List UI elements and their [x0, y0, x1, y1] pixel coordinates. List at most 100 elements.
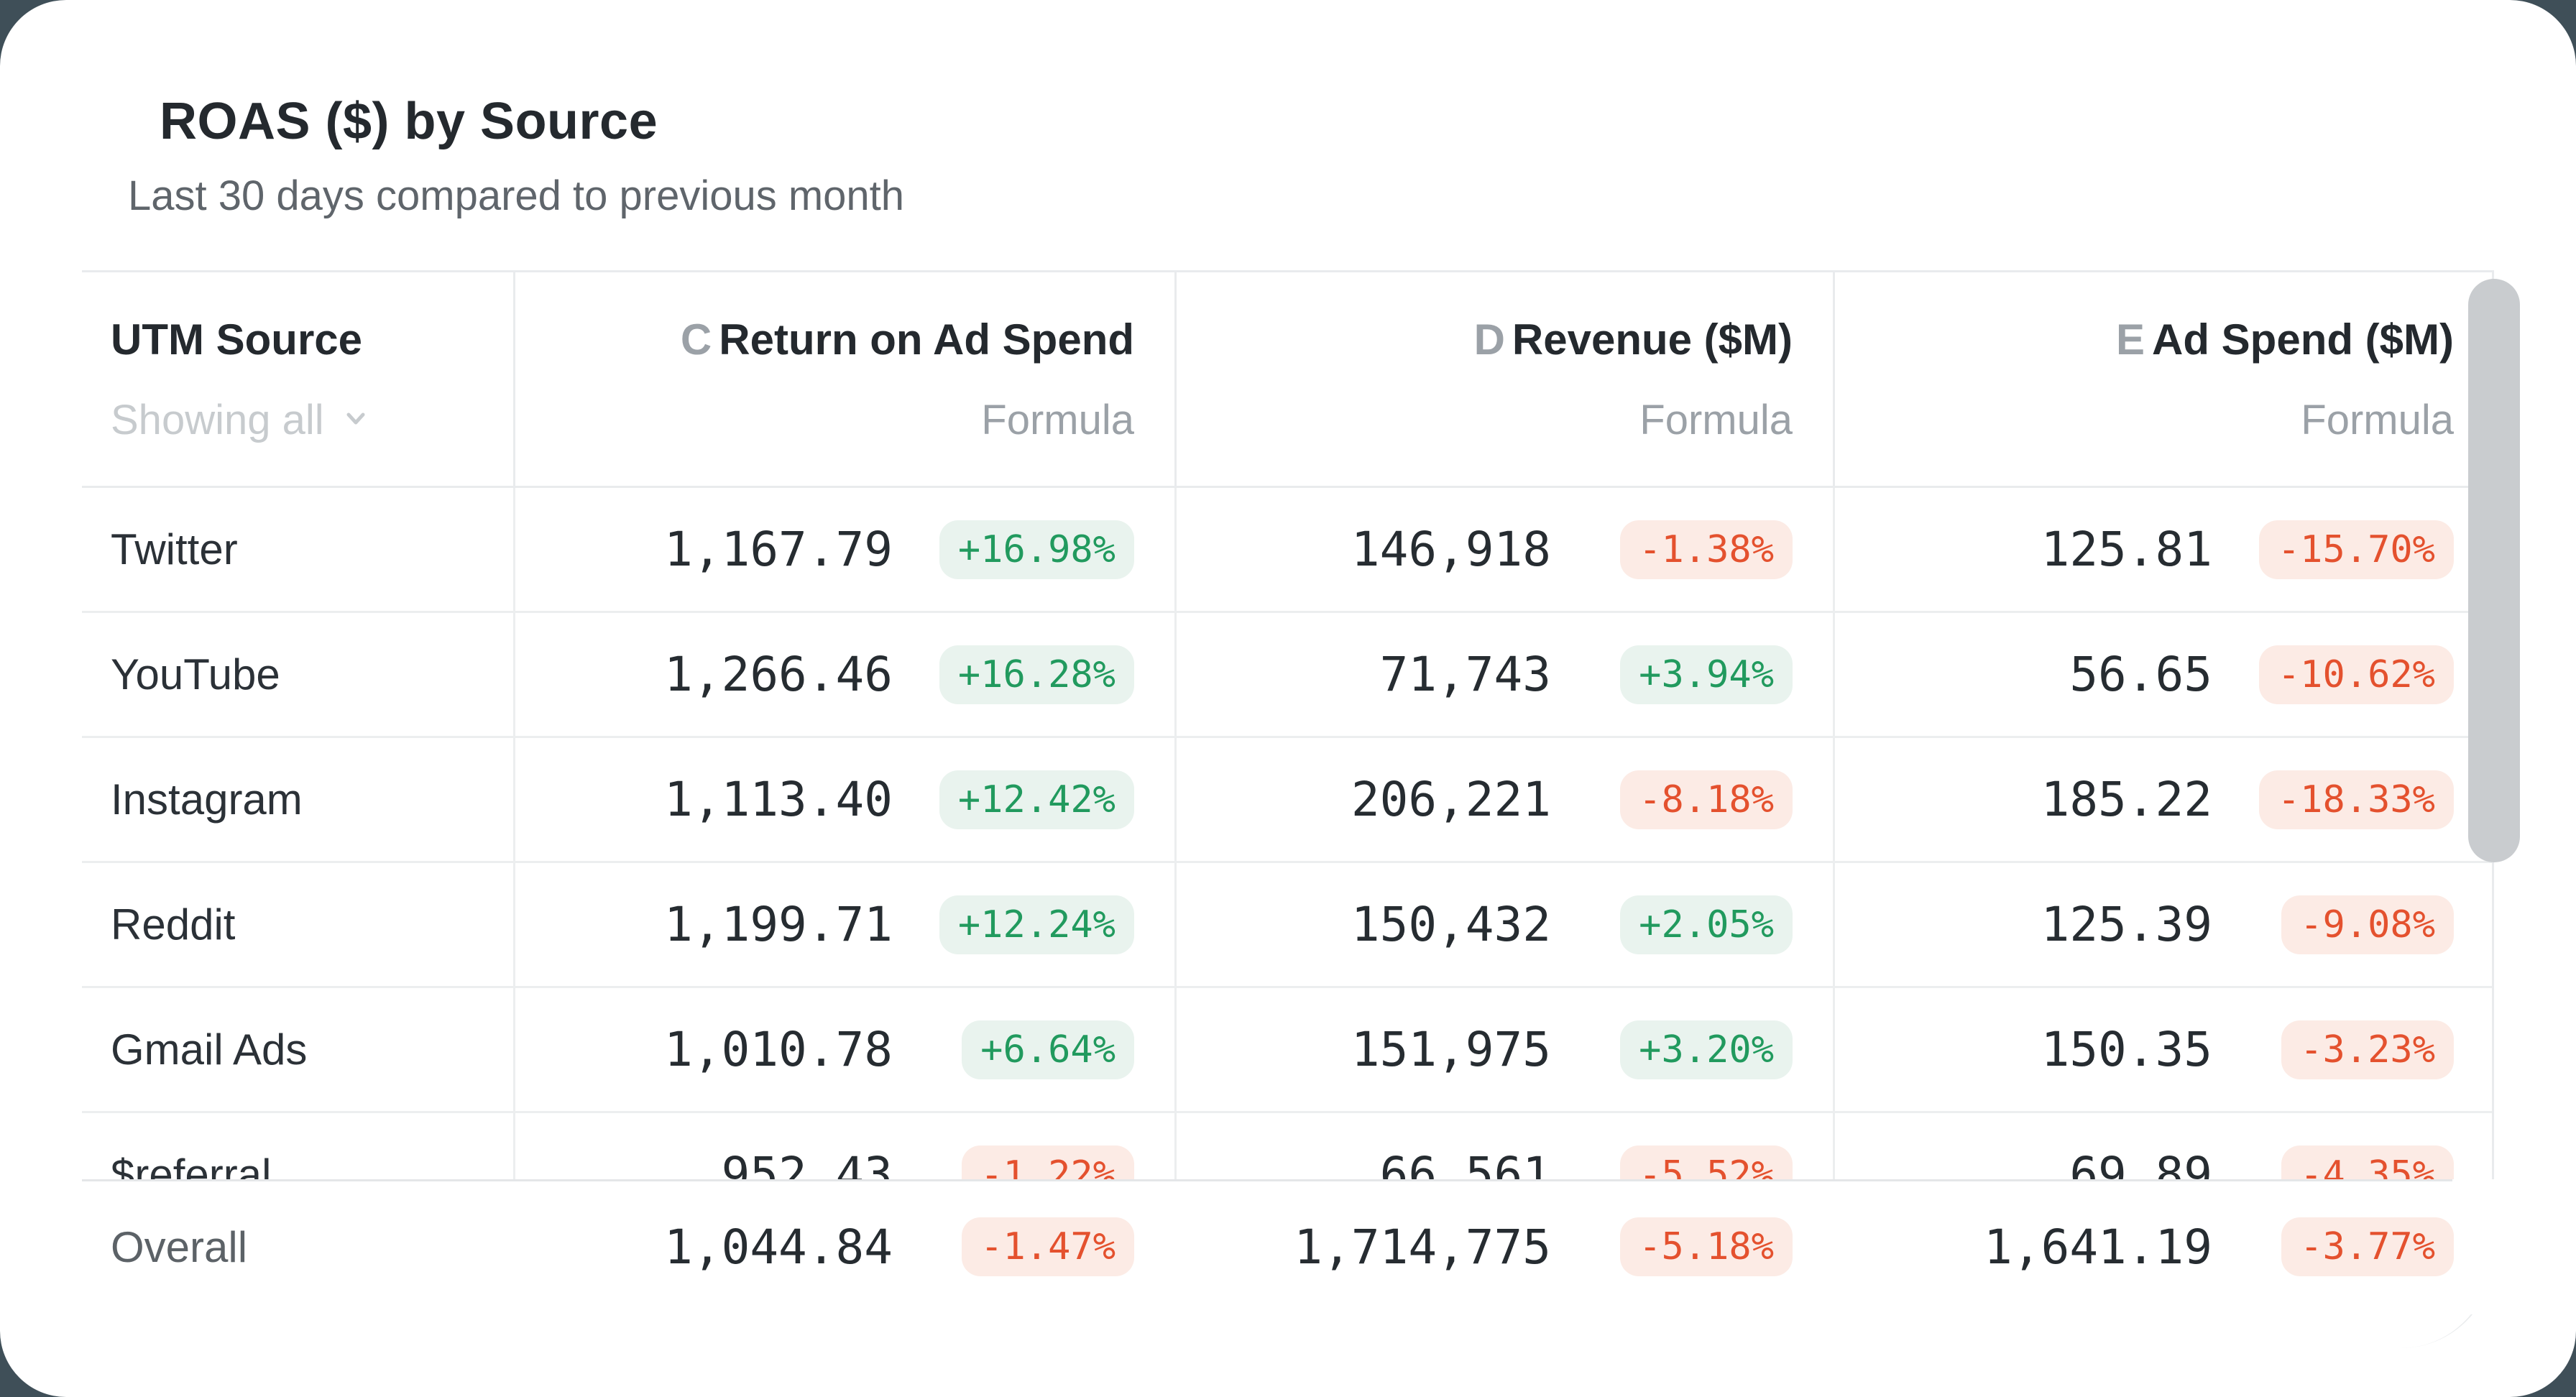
header-cell-ad-spend[interactable]: E Ad Spend ($M) Formula	[1833, 272, 2494, 486]
row-source-label: $referral	[111, 1151, 272, 1179]
metric-delta-badge: +3.94%	[1620, 645, 1793, 704]
metric-value: 1,044.84	[664, 1219, 893, 1275]
card-header: ROAS ($) by Source Last 30 days compared…	[82, 0, 2494, 270]
roas-cell: 1,266.46 +16.28%	[513, 613, 1174, 736]
table-row: $referral 952.43 -1.22% 66,561 -5.52% 69…	[82, 1113, 2494, 1179]
metric-value: 1,113.40	[664, 772, 893, 827]
roas-cell: 952.43 -1.22%	[513, 1113, 1174, 1179]
metric-value: 952.43	[721, 1147, 893, 1179]
metric-delta-badge: -10.62%	[2258, 645, 2454, 704]
revenue-cell: 146,918 -1.38%	[1174, 488, 1833, 611]
vertical-scrollbar-thumb[interactable]	[2468, 279, 2520, 862]
metric-value: 69.89	[2069, 1147, 2212, 1179]
metric-value: 1,167.79	[664, 522, 893, 577]
row-source-label: Twitter	[111, 525, 238, 573]
table-row: YouTube 1,266.46 +16.28% 71,743 +3.94% 5…	[82, 613, 2494, 738]
metric-value: 125.39	[2041, 897, 2212, 952]
column-letter: D	[1473, 315, 1505, 364]
metric-delta-badge: +12.42%	[939, 770, 1134, 829]
showing-all-filter[interactable]: Showing all	[111, 396, 513, 444]
metric-delta-badge: +12.24%	[939, 895, 1134, 954]
ad-spend-cell: 125.81 -15.70%	[1833, 488, 2494, 611]
metric-delta-badge: -15.70%	[2258, 520, 2454, 579]
metric-value: 1,714,775	[1294, 1219, 1551, 1275]
revenue-cell: 150,432 +2.05%	[1174, 863, 1833, 986]
roas-table: UTM Source Showing all	[82, 270, 2520, 1348]
header-cell-return-on-ad-spend[interactable]: C Return on Ad Spend Formula	[513, 272, 1174, 486]
metric-value: 151,975	[1351, 1022, 1551, 1077]
row-source-label: Gmail Ads	[111, 1025, 308, 1074]
row-source-label: YouTube	[111, 650, 280, 698]
table-row: Instagram 1,113.40 +12.42% 206,221 -8.18…	[82, 738, 2494, 863]
metric-delta-badge: -3.23%	[2281, 1020, 2454, 1079]
column-letter: C	[680, 315, 712, 364]
row-source-label: Instagram	[111, 775, 303, 824]
metric-value: 185.22	[2041, 772, 2212, 827]
column-formula-label: Formula	[1639, 396, 1793, 443]
card-title: ROAS ($) by Source	[160, 93, 658, 150]
ad-spend-cell: 185.22 -18.33%	[1833, 738, 2494, 861]
card-subtitle: Last 30 days compared to previous month	[128, 172, 905, 219]
column-title: E Ad Spend ($M)	[2115, 315, 2454, 364]
table-row: Reddit 1,199.71 +12.24% 150,432 +2.05% 1…	[82, 863, 2494, 988]
table-header-row: UTM Source Showing all	[82, 270, 2494, 488]
metric-value: 71,743	[1379, 647, 1551, 702]
overall-metric-cell: 1,714,775 -5.18%	[1174, 1179, 1833, 1314]
metric-delta-badge: +2.05%	[1620, 895, 1793, 954]
metric-value: 150.35	[2041, 1022, 2212, 1077]
overall-metric-cell: 1,641.19 -3.77%	[1833, 1179, 2494, 1314]
metric-delta-badge: -1.47%	[962, 1217, 1134, 1276]
metric-value: 150,432	[1351, 897, 1551, 952]
ad-spend-cell: 56.65 -10.62%	[1833, 613, 2494, 736]
metric-value: 1,199.71	[664, 897, 893, 952]
metric-value: 206,221	[1351, 772, 1551, 827]
metric-delta-badge: -8.18%	[1620, 770, 1793, 829]
metric-delta-badge: +3.20%	[1620, 1020, 1793, 1079]
revenue-cell: 151,975 +3.20%	[1174, 988, 1833, 1111]
metric-value: 146,918	[1351, 522, 1551, 577]
table-row: Twitter 1,167.79 +16.98% 146,918 -1.38% …	[82, 488, 2494, 613]
revenue-cell: 206,221 -8.18%	[1174, 738, 1833, 861]
ad-spend-cell: 125.39 -9.08%	[1833, 863, 2494, 986]
row-source-label: Reddit	[111, 900, 236, 949]
metric-delta-badge: +16.98%	[939, 520, 1134, 579]
column-formula-label: Formula	[981, 396, 1134, 443]
header-cell-revenue[interactable]: D Revenue ($M) Formula	[1174, 272, 1833, 486]
metric-delta-badge: -1.22%	[962, 1145, 1134, 1179]
table-overall-row: Overall 1,044.84 -1.47% 1,714,775 -5.18% 1,6…	[82, 1179, 2494, 1314]
metric-delta-badge: -3.77%	[2281, 1217, 2454, 1276]
ad-spend-cell: 150.35 -3.23%	[1833, 988, 2494, 1111]
roas-cell: 1,113.40 +12.42%	[513, 738, 1174, 861]
ad-spend-cell: 69.89 -4.35%	[1833, 1113, 2494, 1179]
overall-metric-cell: 1,044.84 -1.47%	[513, 1179, 1174, 1314]
roas-cell: 1,010.78 +6.64%	[513, 988, 1174, 1111]
metric-delta-badge: -5.18%	[1620, 1217, 1793, 1276]
metric-delta-badge: -9.08%	[2281, 895, 2454, 954]
chevron-down-icon	[340, 396, 372, 444]
metric-delta-badge: -18.33%	[2258, 770, 2454, 829]
metric-value: 56.65	[2069, 647, 2212, 702]
column-letter: E	[2115, 315, 2145, 364]
metric-delta-badge: -1.38%	[1620, 520, 1793, 579]
roas-cell: 1,167.79 +16.98%	[513, 488, 1174, 611]
metric-delta-badge: -4.35%	[2281, 1145, 2454, 1179]
column-title: C Return on Ad Spend	[680, 315, 1134, 364]
header-cell-utm-source: UTM Source Showing all	[82, 272, 513, 486]
overall-row-label: Overall	[111, 1222, 248, 1271]
metric-delta-badge: +6.64%	[962, 1020, 1134, 1079]
showing-all-label: Showing all	[111, 396, 324, 443]
roas-cell: 1,199.71 +12.24%	[513, 863, 1174, 986]
metric-value: 1,266.46	[664, 647, 893, 702]
table-row: Gmail Ads 1,010.78 +6.64% 151,975 +3.20%…	[82, 988, 2494, 1113]
revenue-cell: 66,561 -5.52%	[1174, 1113, 1833, 1179]
table-scroll-area: UTM Source Showing all	[82, 270, 2494, 1179]
metric-delta-badge: -5.52%	[1620, 1145, 1793, 1179]
table-body: Twitter 1,167.79 +16.98% 146,918 -1.38% …	[82, 488, 2494, 1179]
metric-value: 1,641.19	[1984, 1219, 2212, 1275]
utm-source-header-label: UTM Source	[111, 315, 363, 364]
column-title: D Revenue ($M)	[1473, 315, 1793, 364]
metric-delta-badge: +16.28%	[939, 645, 1134, 704]
revenue-cell: 71,743 +3.94%	[1174, 613, 1833, 736]
